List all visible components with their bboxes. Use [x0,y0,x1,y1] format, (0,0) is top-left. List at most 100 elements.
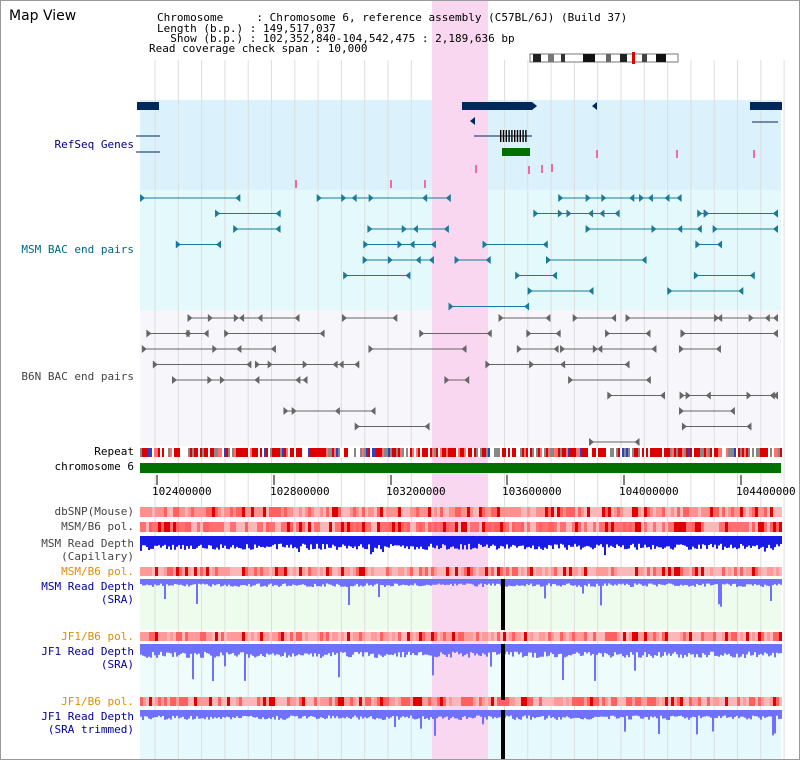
read-depth-bar [350,536,352,547]
read-depth-bar [246,536,248,545]
gene-exon [525,130,527,142]
polymorphism-strip [230,507,233,517]
polymorphism-strip [170,697,173,706]
polymorphism-strip [164,522,167,532]
jf1-b6-pol-label[interactable]: JF1/B6 pol. [61,630,134,643]
read-depth-bar [566,644,568,657]
read-depth-bar [276,536,278,550]
dbsnp-label[interactable]: dbSNP(Mouse) [54,505,134,518]
polymorphism-strip [338,632,341,641]
repeat-label[interactable]: Repeat [94,445,134,458]
read-depth-bar [396,710,398,717]
chromosome-label[interactable]: chromosome 6 [54,460,134,473]
polymorphism-strip [161,507,164,517]
read-depth-bar [292,710,294,716]
read-depth-bar [188,644,190,658]
read-depth-bar [532,579,534,587]
read-depth-bar [538,710,540,718]
bac-end-marker [605,329,611,338]
repeat-segment [772,448,774,457]
read-depth-bar [720,536,722,544]
depth-marker-line [501,710,505,760]
msm-b6-pol-label-2[interactable]: MSM/B6 pol. [61,565,134,578]
read-depth-bar [224,710,226,718]
jf1-read-depth-sra-label-2[interactable]: (SRA) [100,658,134,671]
read-depth-bar [434,579,436,585]
msm-read-depth-sra-label[interactable]: MSM Read Depth [41,580,134,593]
read-depth-bar [554,579,556,585]
jf1-read-depth-trimmed-label[interactable]: JF1 Read Depth [41,710,134,723]
refseq-genes-label[interactable]: RefSeq Genes [54,138,134,151]
read-depth-bar [774,579,776,585]
jf1-read-depth-trimmed-label-2[interactable]: (SRA trimmed) [47,723,134,736]
read-depth-bar [464,710,466,717]
jf1-read-depth-sra-label[interactable]: JF1 Read Depth [41,645,134,658]
bac-end-marker [553,345,559,353]
polymorphism-strip [758,632,761,641]
read-depth-bar [732,579,734,585]
polymorphism-strip [746,567,749,576]
polymorphism-strip [509,632,512,641]
read-depth-bar [410,579,412,585]
repeat-segment [624,448,626,457]
read-depth-bar [236,579,238,587]
msm-b6-pol-label[interactable]: MSM/B6 pol. [61,520,134,533]
repeat-segment [178,448,180,457]
read-depth-bar [376,710,378,718]
read-depth-bar [218,536,220,550]
polymorphism-strip [275,697,278,706]
read-depth-bar [194,536,196,550]
polymorphism-strip [437,697,440,706]
axis-tick-label: 103200000 [386,485,446,498]
msm-read-depth-sra-label-2[interactable]: (SRA) [100,593,134,606]
msm-read-depth-capillary-label[interactable]: MSM Read Depth [41,537,134,550]
polymorphism-strip [539,697,542,706]
bac-end-marker [746,422,752,431]
polymorphism-strip [431,522,434,532]
read-depth-bar [436,579,438,585]
read-depth-bar [246,644,248,655]
polymorphism-strip [272,697,275,706]
read-depth-bar [326,579,328,584]
polymorphism-strip [587,567,590,576]
read-depth-bar [428,710,430,720]
read-depth-bar [290,710,292,716]
jf1-b6-pol-label-2[interactable]: JF1/B6 pol. [61,695,134,708]
polymorphism-strip [533,507,536,517]
polymorphism-strip [332,567,335,576]
read-depth-bar [592,536,594,550]
polymorphism-strip [575,632,578,641]
read-depth-bar [480,710,482,717]
msm-bac-end-pairs-label[interactable]: MSM BAC end pairs [21,243,134,256]
polymorphism-strip [650,697,653,706]
msm-read-depth-capillary-label-2[interactable]: (Capillary) [61,550,134,563]
read-depth-bar [440,710,442,717]
b6n-bac-end-pairs-label[interactable]: B6N BAC end pairs [21,370,134,383]
polymorphism-strip [680,567,683,576]
repeat-segment [502,448,504,457]
bac-end-marker [560,345,566,353]
repeat-segment [758,448,760,457]
read-depth-bar [360,644,362,653]
read-depth-bar [312,644,314,657]
polymorphism-strip [548,697,551,706]
read-depth-bar [172,710,174,716]
repeat-segment [706,448,708,457]
read-depth-bar [320,644,322,658]
polymorphism-strip [617,697,620,706]
read-depth-bar [708,644,710,656]
read-depth-bar [620,579,622,585]
read-depth-bar [780,710,782,719]
repeat-segment [480,448,482,457]
read-depth-bar [422,644,424,656]
read-depth-bar [522,536,524,546]
read-depth-bar [772,579,774,586]
polymorphism-strip [158,522,161,532]
polymorphism-strip [260,697,263,706]
read-depth-bar [514,644,516,652]
read-depth-bar [156,579,158,586]
polymorphism-strip [389,567,392,576]
polymorphism-strip [290,697,293,706]
read-depth-bar [274,579,276,585]
